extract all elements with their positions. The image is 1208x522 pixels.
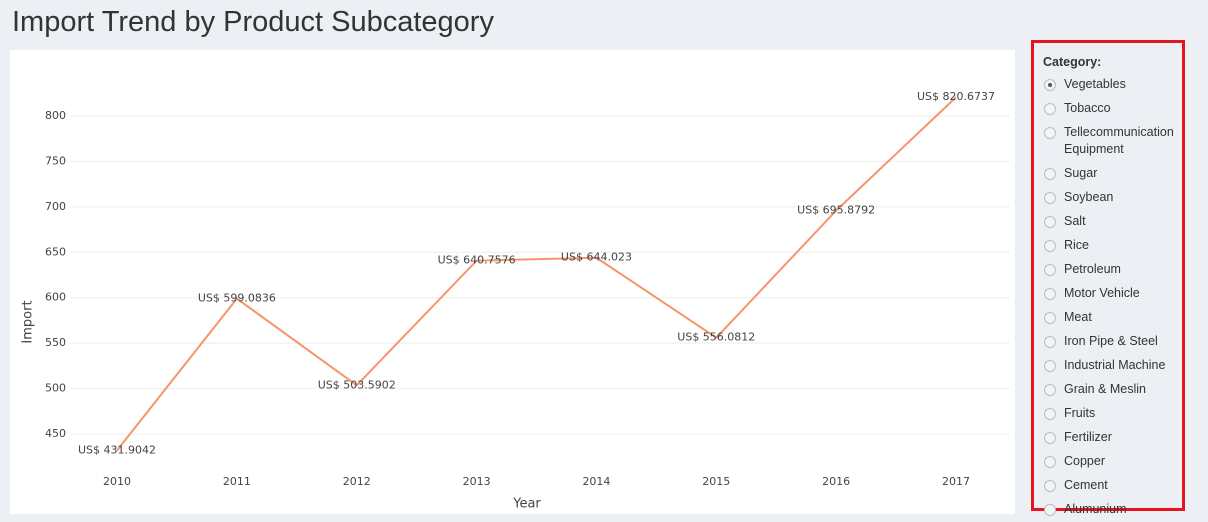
radio-option[interactable]: Industrial Machine [1044, 354, 1182, 378]
radio-option[interactable]: Cement [1044, 474, 1182, 498]
y-tick-label: 650 [45, 245, 66, 258]
data-label: US$ 431.9042 [78, 443, 156, 456]
radio-button[interactable] [1044, 216, 1056, 228]
chart-panel: Year Import 450 500 550 600 650 700 750 800 2010… [10, 50, 1015, 514]
radio-button[interactable] [1044, 240, 1056, 252]
x-tick-label: 2013 [463, 475, 491, 488]
data-label: US$ 599.0836 [198, 292, 276, 305]
radio-label[interactable]: Tellecommunication Equipment [1064, 125, 1174, 156]
radio-button[interactable] [1044, 79, 1056, 91]
x-tick-label: 2011 [223, 475, 251, 488]
radio-label[interactable]: Cement [1064, 478, 1108, 492]
radio-option[interactable]: Iron Pipe & Steel [1044, 330, 1182, 354]
page-title: Import Trend by Product Subcategory [12, 6, 494, 38]
radio-option[interactable]: Petroleum [1044, 258, 1182, 282]
radio-group-label: Category: [1043, 55, 1102, 69]
radio-option[interactable]: Fruits [1044, 402, 1182, 426]
radio-label[interactable]: Rice [1064, 238, 1090, 252]
radio-option[interactable]: Vegetables [1044, 73, 1182, 97]
y-tick-label: 750 [45, 154, 66, 167]
x-tick-label: 2016 [822, 475, 850, 488]
y-tick-label: 450 [45, 427, 66, 440]
y-tick-label: 800 [45, 109, 66, 122]
radio-button[interactable] [1044, 456, 1056, 468]
line [116, 96, 957, 452]
y-tick-label: 550 [45, 336, 66, 349]
radio-button[interactable] [1044, 384, 1056, 396]
x-tick-label: 2012 [343, 475, 371, 488]
radio-button[interactable] [1044, 480, 1056, 492]
radio-group: Vegetables Tobacco Tellecommunication Equi… [1034, 73, 1182, 522]
radio-label[interactable]: Alumunium [1064, 502, 1127, 516]
radio-label[interactable]: Soybean [1064, 190, 1114, 204]
data-label: US$ 695.8792 [797, 204, 875, 217]
data-label: US$ 556.0812 [677, 331, 755, 344]
radio-label[interactable]: Fruits [1064, 406, 1096, 420]
radio-option[interactable]: Motor Vehicle [1044, 282, 1182, 306]
radio-button[interactable] [1044, 312, 1056, 324]
radio-option[interactable]: Soybean [1044, 186, 1182, 210]
x-tick-label: 2017 [942, 475, 970, 488]
radio-button[interactable] [1044, 432, 1056, 444]
radio-button[interactable] [1044, 127, 1056, 139]
radio-option[interactable]: Sugar [1044, 162, 1182, 186]
radio-label[interactable]: Copper [1064, 454, 1105, 468]
radio-button[interactable] [1044, 192, 1056, 204]
radio-option[interactable]: Meat [1044, 306, 1182, 330]
radio-label[interactable]: Tobacco [1064, 101, 1111, 115]
x-tick-label: 2010 [103, 475, 131, 488]
radio-button[interactable] [1044, 264, 1056, 276]
y-tick-label: 600 [45, 291, 66, 304]
radio-button[interactable] [1044, 360, 1056, 372]
data-label: US$ 640.7576 [438, 254, 516, 267]
radio-label[interactable]: Industrial Machine [1064, 358, 1166, 372]
radio-button[interactable] [1044, 336, 1056, 348]
radio-label[interactable]: Grain & Meslin [1064, 382, 1146, 396]
radio-button[interactable] [1044, 504, 1056, 516]
y-tick-label: 700 [45, 200, 66, 213]
x-axis-label: Year [512, 497, 541, 512]
radio-option[interactable]: Tobacco [1044, 97, 1182, 121]
chart: Year Import 450 500 550 600 650 700 750 800 2010… [21, 90, 1010, 512]
x-tick-label: 2014 [582, 475, 610, 488]
sidebar: Category: Vegetables Tobacco Tellecommunic… [1031, 40, 1185, 516]
radio-button[interactable] [1044, 103, 1056, 115]
radio-label[interactable]: Motor Vehicle [1064, 286, 1140, 300]
radio-label[interactable]: Vegetables [1064, 77, 1126, 91]
radio-option[interactable]: Salt [1044, 210, 1182, 234]
radio-option[interactable]: Tellecommunication Equipment [1044, 121, 1182, 162]
data-label: US$ 503.5902 [318, 378, 396, 391]
radio-option[interactable]: Grain & Meslin [1044, 378, 1182, 402]
radio-option[interactable]: Alumunium [1044, 498, 1182, 522]
y-axis-label: Import [21, 300, 36, 343]
radio-label[interactable]: Salt [1064, 214, 1086, 228]
radio-label[interactable]: Petroleum [1064, 262, 1121, 276]
radio-button[interactable] [1044, 168, 1056, 180]
data-label: US$ 820.6737 [917, 90, 995, 103]
radio-button[interactable] [1044, 408, 1056, 420]
y-tick-label: 500 [45, 382, 66, 395]
radio-label[interactable]: Sugar [1064, 166, 1098, 180]
radio-option[interactable]: Fertilizer [1044, 426, 1182, 450]
radio-label[interactable]: Meat [1064, 310, 1092, 324]
radio-label[interactable]: Fertilizer [1064, 430, 1112, 444]
radio-label[interactable]: Iron Pipe & Steel [1064, 334, 1158, 348]
radio-option[interactable]: Copper [1044, 450, 1182, 474]
x-tick-label: 2015 [702, 475, 730, 488]
radio-option[interactable]: Rice [1044, 234, 1182, 258]
data-label: US$ 644.023 [561, 251, 632, 264]
radio-button[interactable] [1044, 288, 1056, 300]
